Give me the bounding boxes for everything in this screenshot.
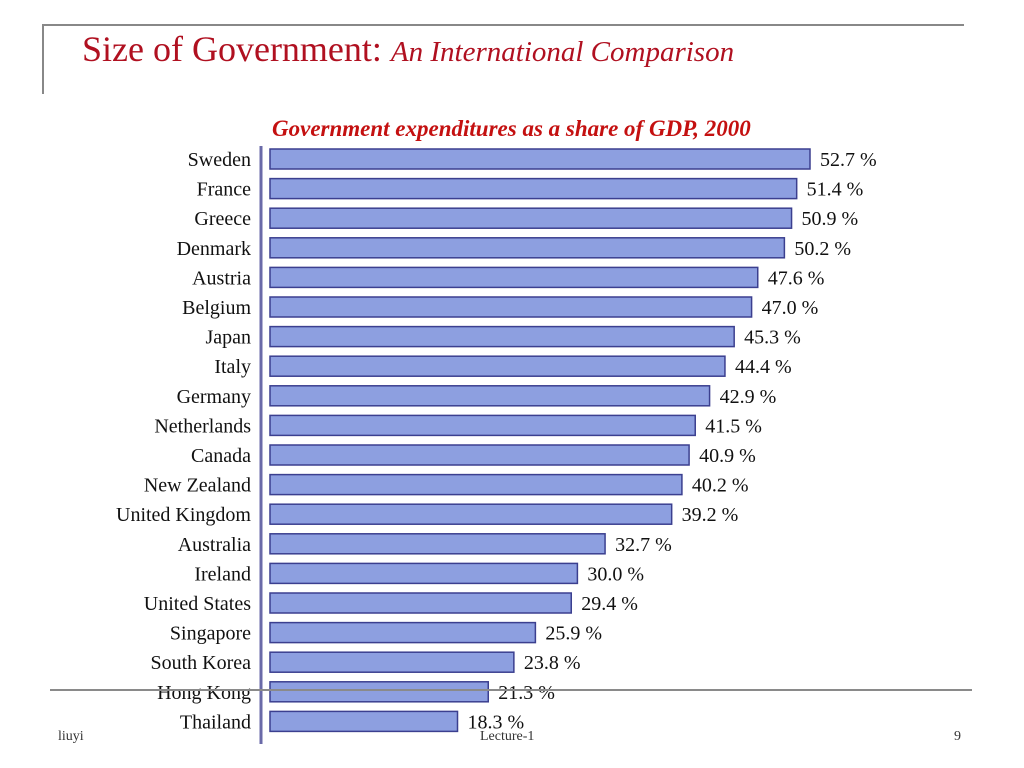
- bar-12: [269, 503, 673, 525]
- bar-2: [269, 207, 793, 229]
- bar-16: [269, 621, 537, 644]
- value-label: 21.3 %: [498, 682, 555, 704]
- bar-13: [269, 533, 606, 555]
- value-label: 40.9 %: [699, 445, 756, 467]
- value-label: 51.4 %: [807, 179, 864, 201]
- bar-9: [269, 414, 696, 437]
- value-label: 42.9 %: [720, 386, 777, 408]
- category-label: Belgium: [182, 297, 251, 319]
- category-label: Ireland: [194, 563, 251, 585]
- bar-15: [269, 592, 573, 614]
- category-label: Canada: [191, 445, 251, 467]
- value-label: 29.4 %: [581, 593, 638, 615]
- bar-8: [269, 385, 711, 407]
- category-label: Hong Kong: [157, 682, 251, 704]
- bar-0: [269, 148, 811, 170]
- value-label: 44.4 %: [735, 356, 792, 378]
- value-label: 39.2 %: [682, 504, 739, 526]
- slide-title-sub: An International Comparison: [390, 36, 735, 68]
- value-label: 40.2 %: [692, 475, 749, 497]
- bar-14: [269, 562, 579, 585]
- value-label: 45.3 %: [744, 327, 801, 349]
- bar-10: [269, 444, 690, 466]
- category-label: Netherlands: [154, 415, 251, 437]
- bar-19: [269, 710, 459, 733]
- bar-5: [269, 296, 753, 318]
- value-label: 41.5 %: [705, 415, 762, 437]
- value-label: 50.2 %: [794, 238, 851, 260]
- category-label: Austria: [192, 267, 251, 289]
- footer-lecture: Lecture-1: [480, 729, 535, 744]
- chart-title: Government expenditures as a share of GD…: [272, 116, 751, 141]
- category-label: Italy: [214, 356, 251, 378]
- page-number: 9: [954, 729, 961, 744]
- bar-4: [269, 266, 759, 289]
- category-label: South Korea: [150, 652, 251, 674]
- footer-author: liuyi: [58, 729, 84, 744]
- category-label: Germany: [177, 386, 251, 408]
- bar-7: [269, 355, 726, 377]
- category-label: Singapore: [170, 623, 251, 645]
- category-label: Australia: [178, 534, 251, 556]
- value-label: 18.3 %: [468, 711, 525, 733]
- category-label: New Zealand: [144, 475, 251, 497]
- value-label: 23.8 %: [524, 652, 581, 674]
- category-label: United Kingdom: [116, 504, 251, 526]
- value-label: 50.9 %: [802, 208, 859, 230]
- slide-title: Size of Government: An International Com…: [82, 28, 734, 70]
- value-label: 52.7 %: [820, 149, 877, 171]
- slide-frame-top-line: [42, 24, 964, 26]
- value-label: 25.9 %: [545, 623, 602, 645]
- bar-18: [269, 681, 490, 703]
- category-label: Sweden: [188, 149, 251, 171]
- bar-17: [269, 651, 515, 673]
- bar-11: [269, 473, 683, 496]
- bar-1: [269, 177, 798, 200]
- bar-6: [269, 325, 735, 348]
- category-label: Japan: [205, 327, 251, 349]
- value-label: 32.7 %: [615, 534, 672, 556]
- slide-frame-left-line: [42, 24, 44, 94]
- value-label: 47.0 %: [762, 297, 819, 319]
- bar-3: [269, 237, 786, 259]
- value-label: 30.0 %: [587, 563, 644, 585]
- slide-title-main: Size of Government:: [82, 29, 391, 69]
- footer-divider: [50, 689, 972, 691]
- value-label: 47.6 %: [768, 267, 825, 289]
- category-label: Thailand: [180, 711, 251, 733]
- category-label: United States: [144, 593, 251, 615]
- category-label: France: [197, 179, 252, 201]
- category-label: Denmark: [177, 238, 251, 260]
- category-label: Greece: [194, 208, 251, 230]
